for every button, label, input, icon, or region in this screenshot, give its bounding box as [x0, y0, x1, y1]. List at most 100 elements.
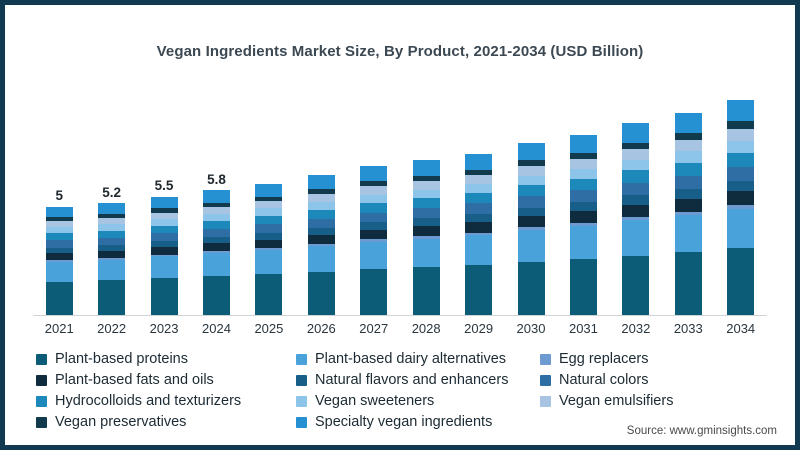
bar-segment: [255, 248, 283, 251]
bar-segment: [202, 202, 230, 207]
x-axis-tick-label: 2034: [726, 321, 756, 336]
bar-segment: [465, 184, 493, 193]
bar-value-label: 5.5: [154, 178, 174, 194]
x-axis-tick-label: 2021: [44, 321, 74, 336]
source-credit: Source: www.gminsights.com: [626, 425, 777, 437]
bar-segment: [622, 220, 650, 256]
legend-label: Vegan emulsifiers: [559, 393, 674, 410]
bar-segment: [45, 261, 73, 282]
bar-column-2024: 5.8: [190, 5, 242, 315]
bar-segment: [45, 260, 73, 262]
bar-segment: [727, 191, 755, 206]
bar-segment: [360, 166, 388, 182]
bar-segment: [727, 208, 755, 249]
bar-segment: [465, 203, 493, 214]
legend-label: Hydrocolloids and texturizers: [55, 393, 242, 410]
stacked-bar-2027: [360, 166, 388, 315]
bar-segment: [465, 213, 493, 223]
stacked-bar-2023: [150, 196, 178, 315]
bar-segment: [622, 217, 650, 221]
bar-segment: [360, 202, 388, 213]
x-axis-tick-label: 2028: [411, 321, 441, 336]
bar-segment: [202, 220, 230, 229]
bar-segment: [150, 219, 178, 226]
stacked-bar-2031: [569, 134, 597, 315]
bar-segment: [255, 201, 283, 209]
legend-item: Natural colors: [540, 370, 778, 391]
bar-segment: [517, 166, 545, 176]
bar-segment: [360, 186, 388, 195]
bar-segment: [622, 159, 650, 171]
bar-segment: [98, 237, 126, 246]
bar-segment: [517, 261, 545, 315]
bar-segment: [255, 250, 283, 275]
x-axis-labels: 2021 2022 2023 2024 2025 2026 2027 2028 2029 2030…: [33, 321, 767, 336]
bar-segment: [360, 229, 388, 240]
legend-swatch-icon: [36, 417, 47, 428]
bar-value-label: 5.2: [102, 184, 122, 200]
legend-item: Vegan sweeteners: [296, 391, 538, 412]
stacked-bar-2030: [517, 142, 545, 315]
bar-segment: [202, 206, 230, 214]
bar-segment: [45, 247, 73, 253]
bar-segment: [45, 217, 73, 222]
bar-segment: [150, 233, 178, 241]
bar-segment: [360, 181, 388, 187]
legend-label: Natural flavors and enhancers: [315, 372, 509, 389]
bar-segment: [517, 207, 545, 217]
x-axis-tick-label: 2026: [306, 321, 336, 336]
bar-segment: [465, 222, 493, 233]
legend-swatch-icon: [540, 375, 551, 386]
legend-swatch-icon: [36, 375, 47, 386]
x-axis-tick-label: 2022: [97, 321, 127, 336]
bar-segment: [727, 140, 755, 153]
bar-segment: [727, 248, 755, 315]
bar-segment: [412, 198, 440, 209]
bar-segment: [360, 239, 388, 242]
bar-segment: [150, 208, 178, 213]
legend-item: Vegan emulsifiers: [540, 391, 778, 412]
bar-segment: [307, 245, 335, 272]
bar-segment: [465, 153, 493, 170]
bar-segment: [150, 196, 178, 209]
bar-segment: [307, 209, 335, 219]
bar-segment: [98, 203, 126, 215]
bar-segment: [202, 190, 230, 203]
stacked-bar-2029: [465, 153, 493, 315]
bar-segment: [622, 149, 650, 160]
bar-column-2031: [557, 5, 609, 315]
bar-segment: [674, 133, 702, 141]
bar-segment: [307, 201, 335, 210]
bar-segment: [98, 250, 126, 259]
bar-segment: [622, 123, 650, 143]
bar-segment: [412, 218, 440, 227]
bar-segment: [202, 253, 230, 277]
bar-segment: [727, 166, 755, 181]
bar-column-2033: [662, 5, 714, 315]
x-axis-tick-label: 2027: [359, 321, 389, 336]
bar-segment: [674, 175, 702, 189]
bar-segment: [150, 254, 178, 257]
bar-segment: [45, 281, 73, 315]
bar-segment: [150, 225, 178, 234]
bar-segment: [622, 204, 650, 218]
legend-item: Specialty vegan ingredients: [296, 412, 538, 433]
bar-segment: [150, 240, 178, 247]
x-axis-line: [33, 315, 767, 316]
bar-segment: [569, 259, 597, 315]
bar-segment: [98, 259, 126, 281]
bar-segment: [517, 185, 545, 197]
bar-segment: [412, 267, 440, 315]
bar-segment: [255, 274, 283, 315]
bar-segment: [674, 252, 702, 315]
bar-segment: [517, 160, 545, 167]
legend: Plant-based proteins Plant-based dairy al…: [36, 349, 778, 433]
bar-segment: [202, 213, 230, 221]
bar-column-2021: 5: [33, 5, 85, 315]
stacked-bar-2026: [307, 175, 335, 315]
bar-segment: [202, 237, 230, 244]
bar-segment: [45, 221, 73, 228]
bar-segment: [150, 246, 178, 255]
bar-segment: [45, 240, 73, 248]
bar-column-2026: [295, 5, 347, 315]
